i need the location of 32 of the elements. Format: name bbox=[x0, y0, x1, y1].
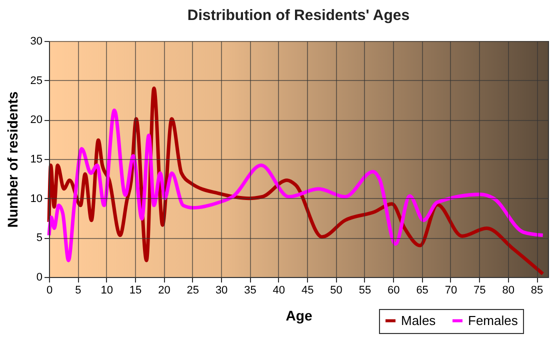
x-tick-label: 70 bbox=[444, 284, 458, 296]
line-series bbox=[47, 108, 545, 262]
x-tick-label: 10 bbox=[100, 284, 113, 296]
y-tick-label: 15 bbox=[30, 154, 42, 166]
y-axis-title: Number of residents bbox=[4, 91, 20, 228]
y-tick-label: 25 bbox=[30, 74, 42, 87]
chart-title: Distribution of Residents' Ages bbox=[187, 7, 410, 24]
x-tick-label: 25 bbox=[186, 284, 200, 296]
x-tick-label: 30 bbox=[215, 284, 228, 296]
x-tick-label: 75 bbox=[474, 284, 486, 296]
x-tick-label: 55 bbox=[358, 284, 372, 296]
x-tick-label: 35 bbox=[244, 284, 256, 296]
x-tick-label: 5 bbox=[75, 284, 82, 296]
y-tick-label: 20 bbox=[30, 114, 42, 126]
legend-label: Males bbox=[401, 312, 436, 328]
line-series bbox=[47, 86, 545, 276]
x-tick-label: 0 bbox=[46, 284, 53, 296]
x-tick-label: 45 bbox=[301, 284, 314, 296]
x-tick-label: 65 bbox=[416, 284, 428, 296]
x-tick-label: 60 bbox=[388, 284, 400, 296]
y-tick-label: 0 bbox=[36, 272, 42, 284]
y-tick-label: 10 bbox=[30, 192, 42, 205]
y-tick-label: 30 bbox=[30, 36, 42, 48]
legend-label: Females bbox=[468, 312, 518, 328]
x-tick-label: 20 bbox=[158, 284, 170, 296]
x-axis-title: Age bbox=[286, 308, 312, 324]
y-tick-label: 5 bbox=[36, 232, 42, 244]
x-tick-label: 50 bbox=[330, 284, 342, 296]
x-tick-label: 40 bbox=[272, 284, 286, 296]
x-tick-label: 85 bbox=[530, 284, 544, 296]
x-tick-label: 80 bbox=[502, 284, 514, 296]
x-tick-label: 15 bbox=[129, 284, 142, 296]
